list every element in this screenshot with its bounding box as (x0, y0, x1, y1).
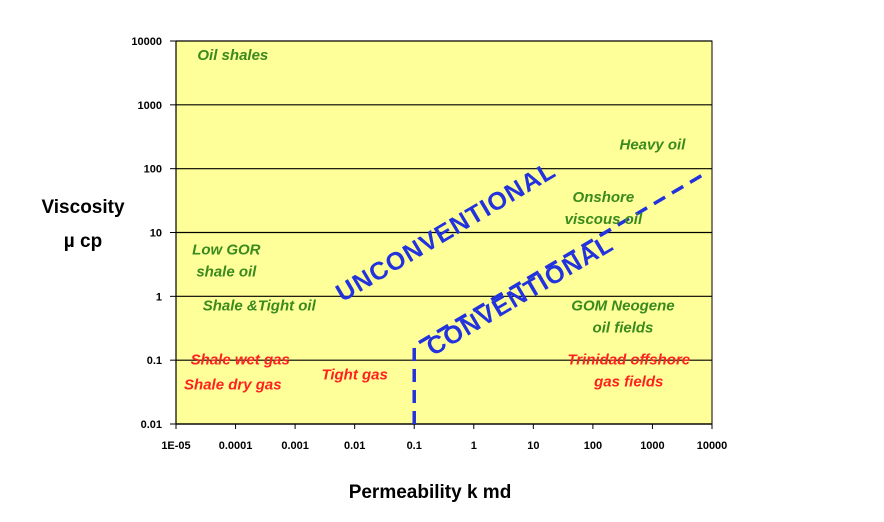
x-tick-label: 10000 (697, 440, 728, 452)
region-label: Trinidad offshore gas fields (567, 352, 690, 391)
region-label: Oil shales (197, 47, 268, 64)
y-tick-label: 1000 (138, 100, 162, 112)
x-tick-label: 1E-05 (161, 440, 190, 452)
region-label-line: Oil shales (197, 47, 268, 64)
x-tick-label: 0.1 (407, 440, 422, 452)
region-label-line: shale oil (196, 264, 257, 281)
y-axis-title: Viscosity (41, 197, 125, 218)
region-label: Onshore viscous oil (565, 189, 643, 228)
region-label-line: Onshore (573, 189, 635, 206)
x-tick-label: 1 (471, 440, 477, 452)
x-tick-label: 10 (527, 440, 539, 452)
region-label: GOM Neogene oil fields (571, 297, 674, 336)
x-axis-title: Permeability k md (349, 482, 512, 503)
region-label-line: GOM Neogene (571, 297, 674, 314)
y-tick-label: 100 (144, 164, 162, 176)
region-label-line: Heavy oil (620, 136, 687, 153)
y-tick-labels: 0.01 0.1 1 10 100 1000 10000 (131, 36, 162, 431)
y-tick-label: 1 (156, 291, 162, 303)
region-label: Shale &Tight oil (203, 297, 317, 314)
y-tick-label: 10 (150, 228, 162, 240)
region-label-line: Low GOR (192, 242, 260, 259)
region-label-line: Tight gas (321, 366, 387, 383)
region-label: Shale wet gas (191, 352, 290, 369)
conventional-boundary-line (412, 173, 704, 424)
region-label: Tight gas (321, 366, 387, 383)
y-tick-label: 0.01 (141, 419, 162, 431)
region-label-line: Trinidad offshore (567, 352, 690, 369)
region-label: Low GOR shale oil (192, 242, 260, 281)
region-label: Shale dry gas (184, 376, 282, 393)
region-label-line: oil fields (593, 319, 654, 336)
x-tick-label: 0.0001 (219, 440, 253, 452)
region-label-line: Shale dry gas (184, 376, 282, 393)
x-tick-label: 0.01 (344, 440, 365, 452)
y-tick-label: 0.1 (147, 355, 162, 367)
x-tick-labels: 1E-05 0.0001 0.001 0.01 0.1 1 10 100 1000 10000 (161, 440, 727, 452)
x-tick-label: 0.001 (281, 440, 309, 452)
region-label-line: Shale &Tight oil (203, 297, 317, 314)
x-tick-label: 1000 (640, 440, 664, 452)
y-axis-unit: µ cp (64, 231, 102, 252)
axes (170, 40, 713, 429)
x-tick-label: 100 (584, 440, 602, 452)
region-labels: Oil shales Heavy oil Onshore viscous oil Low… (184, 47, 690, 393)
region-label-line: viscous oil (565, 211, 643, 228)
region-label-line: Shale wet gas (191, 352, 290, 369)
y-tick-label: 10000 (131, 36, 162, 48)
region-label-line: gas fields (593, 374, 663, 391)
region-label: Heavy oil (620, 136, 687, 153)
